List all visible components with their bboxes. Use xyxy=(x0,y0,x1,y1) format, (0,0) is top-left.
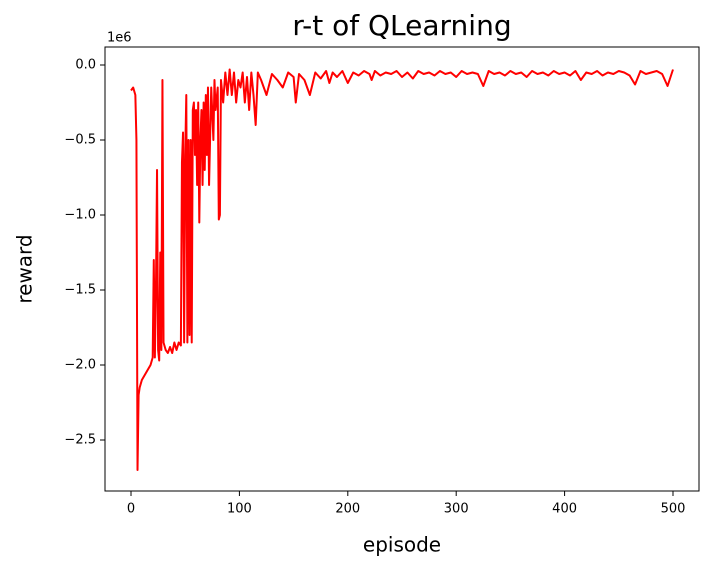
y-offset-label: 1e6 xyxy=(107,31,132,46)
plot-frame xyxy=(104,46,700,492)
x-tick-label: 0 xyxy=(127,502,135,517)
y-tick-label: −2.5 xyxy=(64,433,96,448)
chart-title: r-t of QLearning xyxy=(292,9,511,42)
y-tick-label: −1.0 xyxy=(64,208,96,223)
data-line xyxy=(130,68,674,471)
x-tick-label: 200 xyxy=(335,502,360,517)
x-axis-label: episode xyxy=(363,533,441,557)
x-tick-label: 100 xyxy=(227,502,252,517)
x-tick-label: 500 xyxy=(661,502,686,517)
y-axis-label: reward xyxy=(13,234,37,303)
y-tick-label: −1.5 xyxy=(64,283,96,298)
x-tick-label: 300 xyxy=(444,502,469,517)
y-tick-label: 0.0 xyxy=(75,58,96,73)
y-tick-label: −2.0 xyxy=(64,358,96,373)
x-tick-label: 400 xyxy=(552,502,577,517)
y-tick-label: −0.5 xyxy=(64,133,96,148)
